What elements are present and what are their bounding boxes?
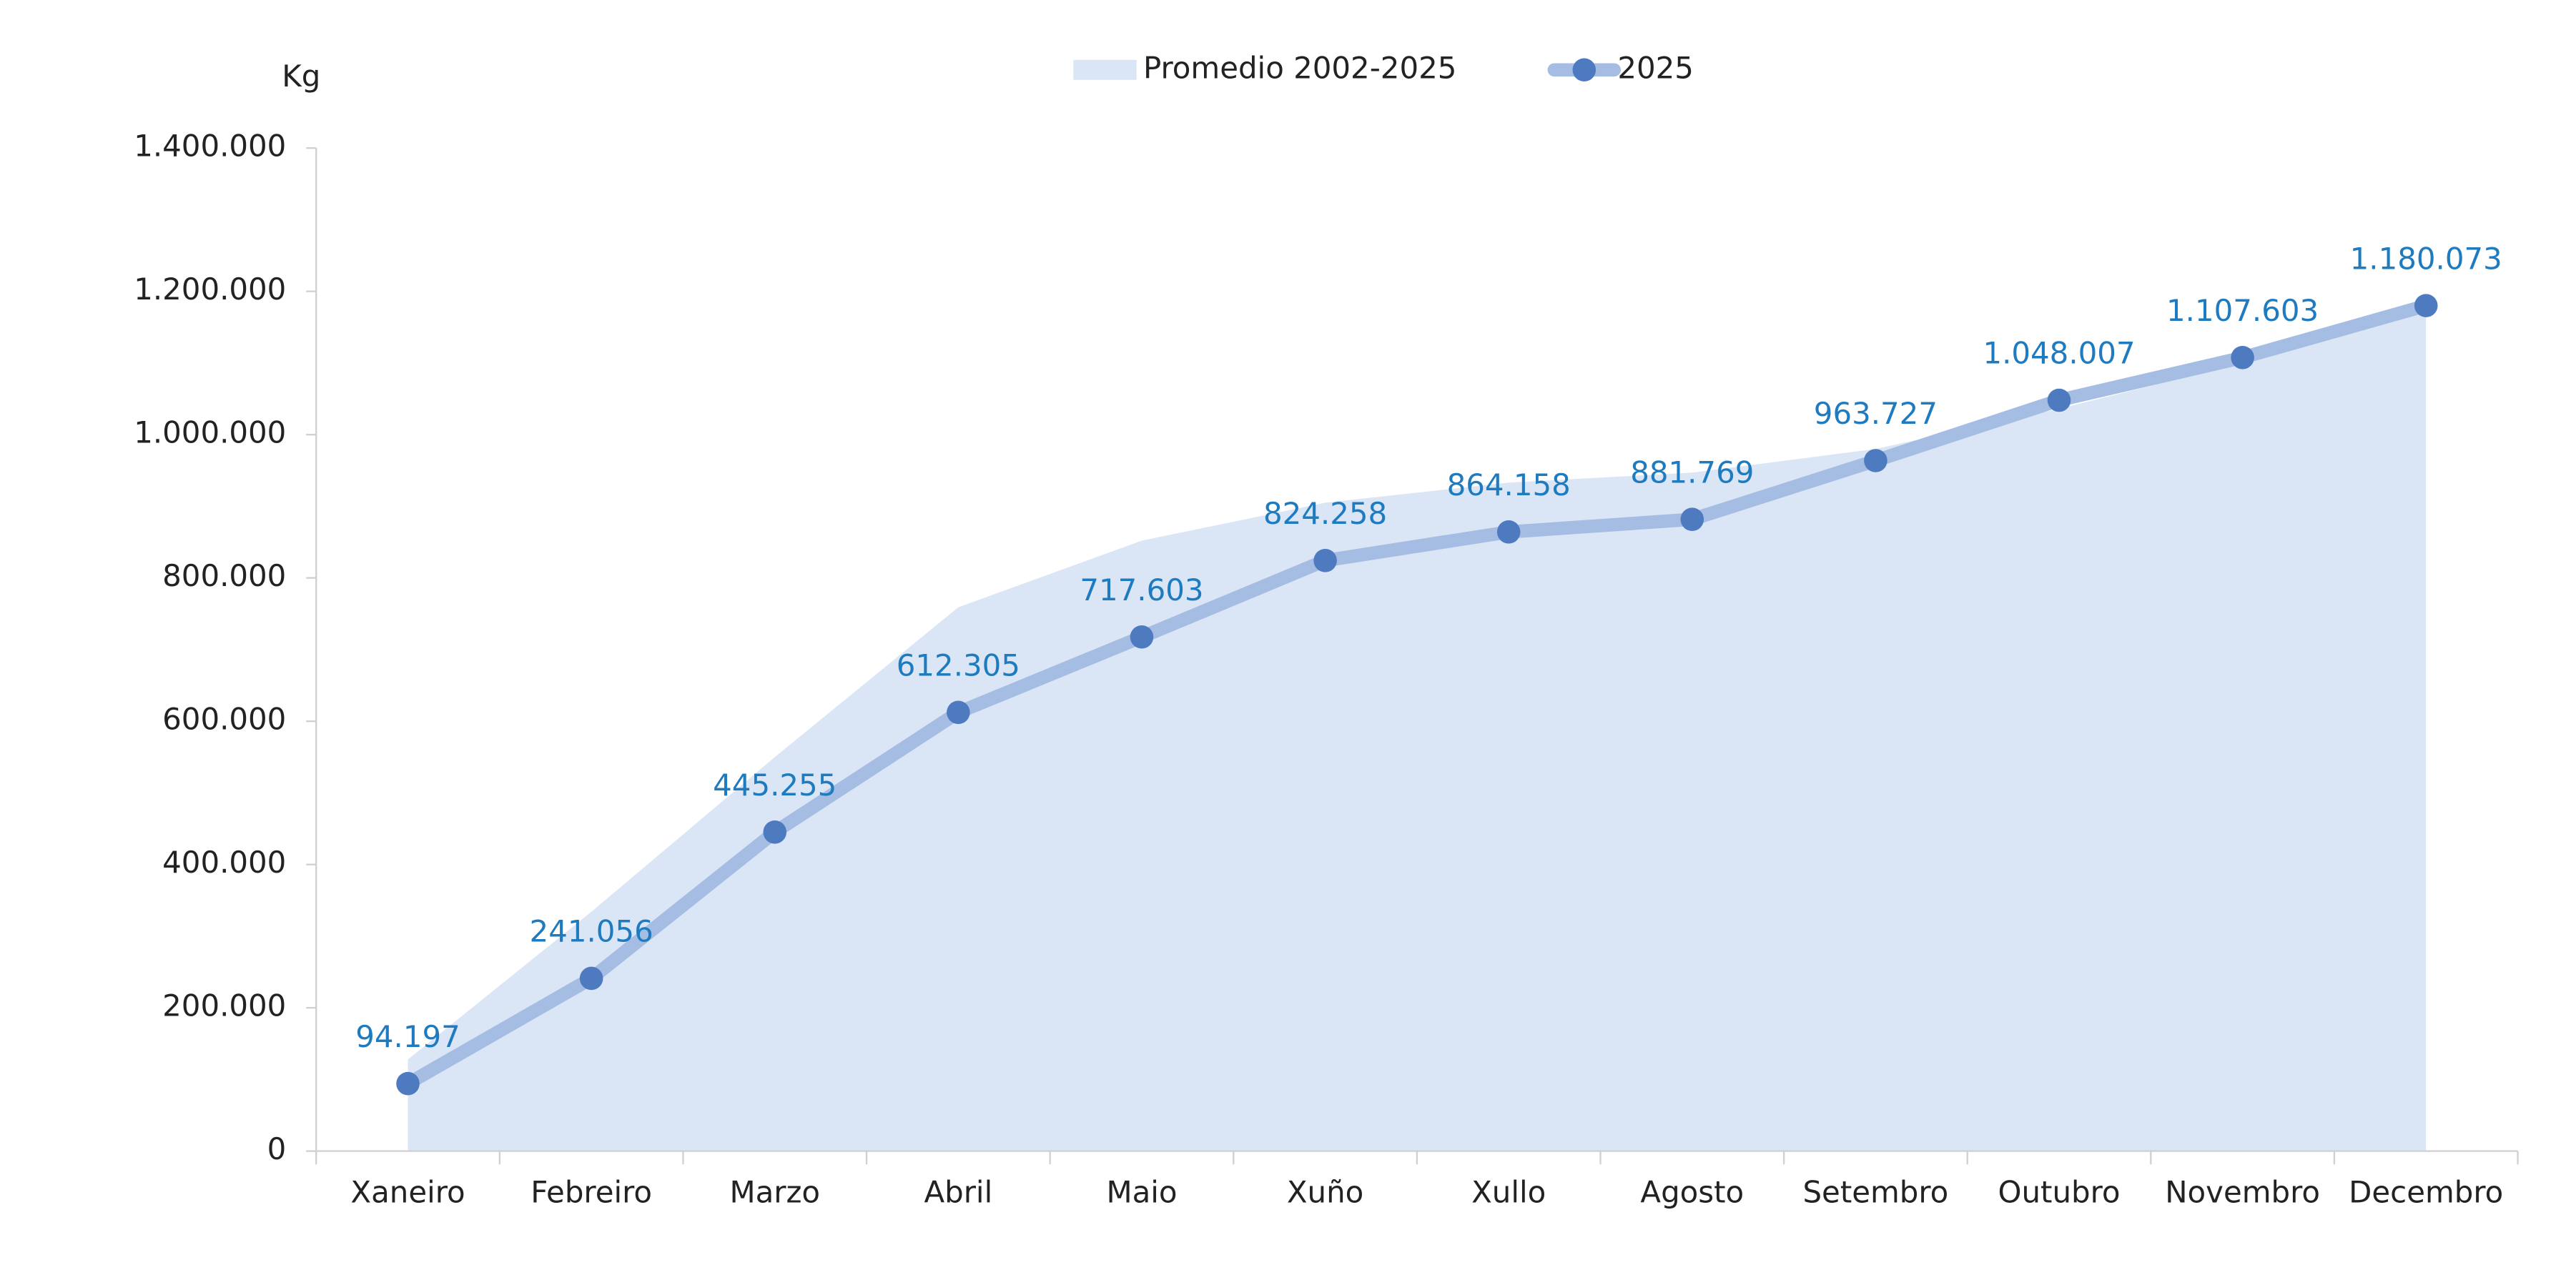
legend-swatch	[1073, 59, 1137, 80]
value-label: 241.056	[530, 914, 653, 949]
marker	[396, 1071, 420, 1096]
legend-marker	[1572, 58, 1597, 82]
x-tick-label: Xuño	[1287, 1175, 1363, 1210]
y-tick-label: 1.400.000	[134, 129, 286, 164]
line	[401, 299, 2433, 1091]
value-label: 717.603	[1080, 572, 1203, 607]
marker	[763, 820, 787, 844]
value-label: 94.197	[355, 1019, 460, 1054]
x-tick-label: Xullo	[1471, 1175, 1546, 1210]
x-tick-label: Abril	[924, 1175, 993, 1210]
x-tick-label: Febreiro	[531, 1175, 652, 1210]
marker	[1680, 507, 1704, 531]
marker	[579, 966, 603, 991]
marker	[1130, 625, 1154, 649]
x-tick-label: Setembro	[1802, 1175, 1948, 1210]
marker	[1864, 449, 1887, 472]
x-tick-label: Agosto	[1640, 1175, 1744, 1210]
y-tick-label: 0	[267, 1131, 287, 1166]
y-tick-label: 600.000	[162, 702, 286, 737]
marker	[2047, 388, 2071, 412]
value-label: 864.158	[1447, 467, 1571, 502]
legend-label: Promedio 2002-2025	[1143, 50, 1456, 85]
y-tick-label: 800.000	[162, 558, 286, 593]
legend-label: 2025	[1617, 50, 1694, 85]
value-label: 612.305	[897, 648, 1020, 683]
marker	[1496, 520, 1521, 544]
x-tick-label: Outubro	[1998, 1175, 2121, 1210]
y-axis-label: Kg	[282, 59, 320, 94]
y-tick-label: 1.200.000	[134, 272, 286, 307]
value-label: 963.727	[1814, 396, 1938, 431]
y-tick-label: 200.000	[162, 988, 286, 1023]
value-label: 881.769	[1630, 455, 1754, 490]
value-label: 445.255	[713, 768, 837, 803]
area	[408, 299, 2427, 1151]
x-tick-label: Decembro	[2349, 1175, 2503, 1210]
marker	[2414, 294, 2438, 317]
x-tick-label: Maio	[1106, 1175, 1177, 1210]
marker	[1313, 549, 1337, 572]
x-tick-label: Novembro	[2165, 1175, 2320, 1210]
x-tick-label: Marzo	[729, 1175, 820, 1210]
value-label: 1.048.007	[1983, 336, 2135, 371]
x-tick-label: Xaneiro	[350, 1175, 465, 1210]
marker	[947, 700, 970, 725]
value-label: 1.180.073	[2350, 241, 2502, 276]
y-tick-label: 400.000	[162, 845, 286, 880]
value-label: 824.258	[1263, 496, 1387, 531]
value-label: 1.107.603	[2166, 293, 2319, 328]
marker	[2231, 345, 2254, 369]
y-tick-label: 1.000.000	[134, 415, 286, 450]
